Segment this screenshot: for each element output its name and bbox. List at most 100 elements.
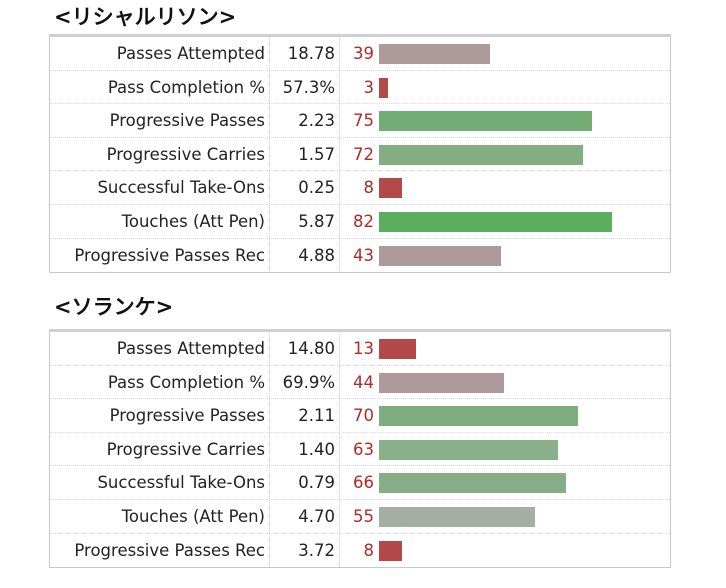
column-divider (339, 466, 340, 499)
column-divider (269, 171, 270, 204)
stat-per90-value: 4.70 (298, 506, 335, 526)
percentile-bar-track (379, 144, 663, 165)
percentile-value: 72 (353, 144, 374, 164)
column-divider (269, 104, 270, 137)
stat-per90-value: 14.80 (287, 339, 335, 358)
stats-table: Passes Attempted 14.80 13 Pass Completio… (49, 329, 671, 569)
stat-per90-value: 5.87 (298, 211, 335, 231)
column-divider (269, 466, 270, 499)
percentile-bar (379, 111, 592, 132)
stat-row: Successful Take-Ons 0.79 66 (50, 466, 670, 500)
percentile-bar (379, 439, 558, 460)
stat-row: Progressive Carries 1.57 72 (50, 137, 670, 172)
column-divider (269, 137, 270, 171)
stat-label: Progressive Carries (106, 439, 265, 459)
stat-row: Progressive Passes 2.23 75 (50, 104, 670, 138)
percentile-bar (379, 339, 416, 359)
stat-row: Touches (Att Pen) 5.87 82 (50, 204, 670, 239)
percentile-bar-track (379, 77, 663, 98)
stat-per90-value: 1.40 (298, 439, 335, 459)
stat-label: Successful Take-Ons (97, 473, 265, 493)
percentile-bar (379, 245, 502, 266)
percentile-bar-track (379, 439, 663, 460)
stat-label: Passes Attempted (116, 339, 265, 358)
stat-label: Successful Take-Ons (97, 178, 265, 198)
percentile-value: 8 (363, 540, 375, 560)
percentile-bar (379, 473, 567, 494)
column-divider (269, 204, 270, 238)
percentile-bar (379, 406, 578, 427)
percentile-bar-track (379, 506, 663, 527)
column-divider (269, 332, 270, 365)
percentile-bar (379, 77, 388, 98)
stat-row: Touches (Att Pen) 4.70 55 (50, 499, 670, 534)
column-divider (339, 137, 340, 171)
column-divider (339, 37, 340, 70)
percentile-bar (379, 144, 584, 165)
column-divider (339, 432, 340, 466)
percentile-value: 3 (363, 77, 375, 97)
column-divider (269, 365, 270, 399)
player-title: <ソランケ> (54, 295, 174, 319)
stat-row: Passes Attempted 14.80 13 (50, 332, 670, 366)
stat-per90-value: 2.11 (298, 406, 335, 426)
percentile-bar (379, 178, 402, 199)
column-divider (269, 432, 270, 466)
percentile-value: 8 (363, 178, 375, 198)
column-divider (339, 533, 340, 568)
percentile-value: 66 (353, 473, 374, 493)
stat-row: Progressive Passes Rec 3.72 8 (50, 533, 670, 568)
stat-label: Progressive Passes (109, 111, 265, 131)
percentile-value: 70 (353, 406, 374, 426)
percentile-bar-track (379, 339, 663, 359)
percentile-bar-track (379, 44, 663, 64)
column-divider (339, 365, 340, 399)
percentile-value: 82 (353, 211, 374, 231)
stat-label: Touches (Att Pen) (121, 211, 265, 231)
column-divider (339, 204, 340, 238)
percentile-bar-track (379, 540, 663, 561)
column-divider (269, 70, 270, 104)
stat-row: Pass Completion % 69.9% 44 (50, 365, 670, 400)
stat-label: Progressive Passes Rec (74, 245, 265, 265)
percentile-value: 63 (353, 439, 374, 459)
column-divider (269, 37, 270, 70)
percentile-bar-track (379, 211, 663, 232)
stat-label: Passes Attempted (116, 44, 265, 63)
column-divider (269, 238, 270, 273)
percentile-value: 39 (353, 44, 374, 63)
stat-per90-value: 18.78 (287, 44, 335, 63)
stat-label: Pass Completion % (107, 77, 265, 97)
column-divider (339, 499, 340, 533)
stat-label: Progressive Passes Rec (74, 540, 265, 560)
column-divider (339, 399, 340, 432)
percentile-bar (379, 44, 490, 64)
percentile-bar-track (379, 111, 663, 132)
percentile-bar-track (379, 473, 663, 494)
column-divider (269, 399, 270, 432)
percentile-value: 55 (353, 506, 374, 526)
percentile-bar-track (379, 406, 663, 427)
stat-label: Touches (Att Pen) (121, 506, 265, 526)
percentile-value: 75 (353, 111, 374, 131)
percentile-bar-track (379, 372, 663, 393)
percentile-bar (379, 372, 504, 393)
column-divider (269, 499, 270, 533)
percentile-bar (379, 211, 612, 232)
stat-per90-value: 0.25 (298, 178, 335, 198)
percentile-bar (379, 540, 402, 561)
stats-table: Passes Attempted 18.78 39 Pass Completio… (49, 34, 671, 274)
column-divider (339, 70, 340, 104)
stat-label: Progressive Carries (106, 144, 265, 164)
percentile-value: 44 (353, 372, 374, 392)
column-divider (269, 533, 270, 568)
percentile-bar-track (379, 178, 663, 199)
stat-per90-value: 57.3% (282, 77, 335, 97)
stat-per90-value: 0.79 (298, 473, 335, 493)
stat-label: Pass Completion % (107, 372, 265, 392)
stat-row: Successful Take-Ons 0.25 8 (50, 171, 670, 205)
stat-per90-value: 2.23 (298, 111, 335, 131)
stat-row: Passes Attempted 18.78 39 (50, 37, 670, 71)
column-divider (339, 332, 340, 365)
stat-per90-value: 69.9% (282, 372, 335, 392)
